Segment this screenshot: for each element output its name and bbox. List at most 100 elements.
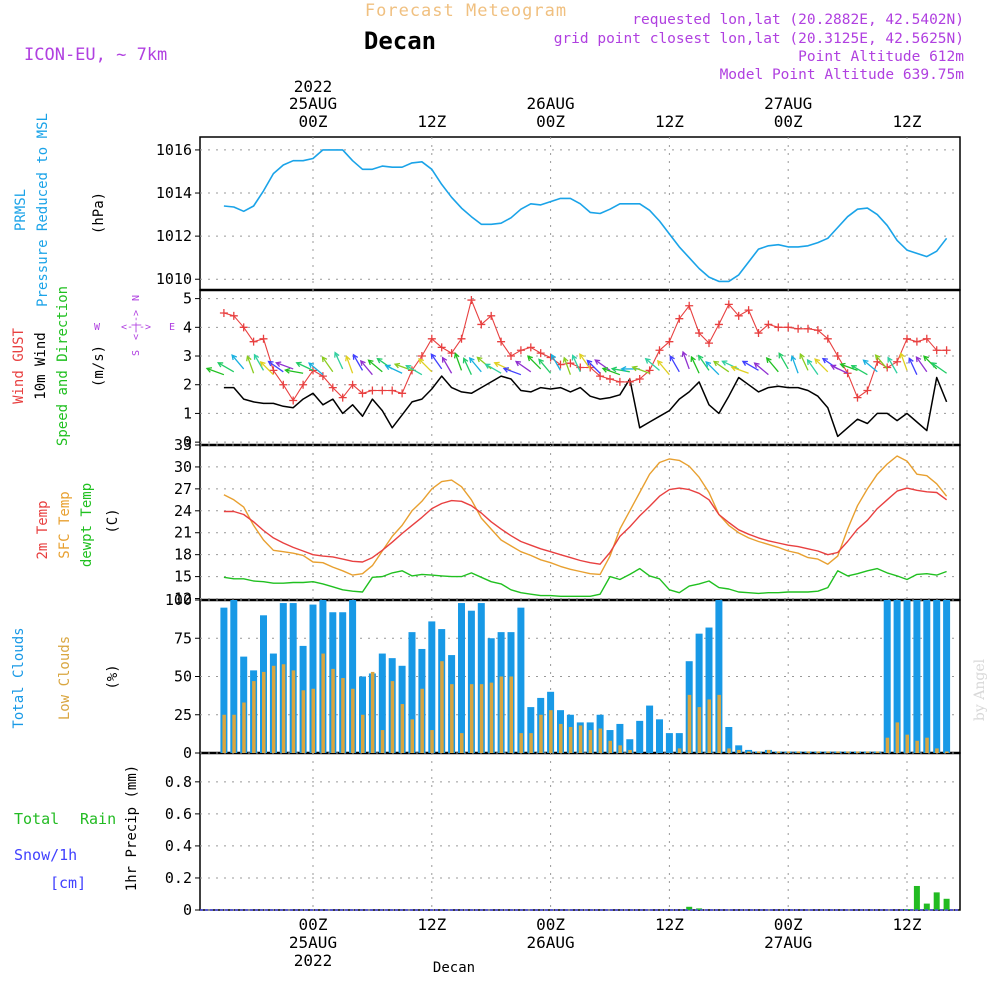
gust-line — [223, 299, 947, 402]
low-cloud-bar — [846, 751, 850, 753]
wind-arrow-head — [275, 361, 282, 367]
wind-arrow — [334, 352, 344, 370]
low-cloud-bar — [331, 668, 335, 753]
wind-arrow-head — [321, 355, 328, 363]
low-cloud-bar — [380, 730, 385, 753]
y-tick-label: 0.8 — [165, 773, 192, 791]
gust-point — [596, 372, 605, 381]
wind-arrow — [260, 361, 274, 376]
wind-arrow-head — [799, 352, 805, 360]
wind-arrow-head — [586, 359, 593, 366]
gust-point — [784, 323, 793, 332]
gust-point — [328, 383, 337, 392]
wind-label: 10m Wind — [33, 332, 49, 399]
y-tick-label: 25 — [174, 706, 192, 724]
wind-arrow — [908, 358, 918, 375]
gust-point — [873, 357, 882, 366]
wind-arrow — [682, 351, 690, 370]
low-cloud-bar — [747, 751, 751, 753]
low-cloud-bar — [608, 740, 612, 753]
wind-arrow — [731, 366, 749, 374]
y-tick-label: 0 — [183, 433, 192, 451]
wind-arrow — [485, 363, 502, 374]
y-tick-label: 75 — [174, 629, 192, 647]
low-cloud-bar — [469, 684, 474, 753]
chart-marks — [200, 150, 960, 911]
dewpoint-line — [223, 567, 947, 597]
wind-arrow — [405, 365, 423, 376]
wind-arrow-head — [656, 359, 663, 366]
total-cloud-bar — [903, 600, 911, 753]
y-tick-label: 0.6 — [165, 805, 192, 823]
wind-arrow-head — [453, 352, 460, 359]
wind-arrow — [875, 354, 888, 370]
time-label-year: 2022 — [294, 951, 333, 970]
gust-point — [249, 337, 258, 346]
wind-arrow — [550, 354, 562, 371]
wind-arrow — [296, 362, 314, 371]
gust-point — [507, 352, 515, 361]
total-cloud-bar — [675, 733, 683, 753]
wind-arrow-head — [345, 355, 351, 362]
compass-arrow: <-|-> — [131, 310, 142, 340]
wind-arrow — [321, 356, 334, 373]
y-tick-label: 5 — [183, 290, 192, 308]
gust-point — [338, 393, 347, 402]
wind-arrow-head — [862, 359, 869, 366]
time-label-hour: 12Z — [655, 915, 684, 934]
total-cloud-bar — [517, 607, 525, 753]
rain-bar — [913, 885, 920, 910]
wind-arrow — [563, 357, 572, 375]
sfc-temp-line — [223, 455, 948, 576]
wind-arrow-head — [376, 357, 383, 364]
wind-arrow-head — [246, 355, 252, 362]
gust-point — [893, 357, 902, 366]
time-label-hour: 00Z — [299, 112, 328, 131]
y-tick-label: 100 — [165, 591, 192, 609]
gust-point — [318, 372, 327, 381]
wind-arrow-head — [594, 359, 601, 365]
panel-frame — [199, 752, 961, 911]
total-cloud-bar — [665, 733, 673, 753]
y-tick-label: 30 — [174, 458, 192, 476]
compass-n: N — [131, 295, 142, 301]
wind-arrow-head — [308, 362, 315, 368]
wind-arrow-head — [334, 351, 340, 358]
gust-point — [903, 334, 911, 343]
low-cloud-bar — [242, 702, 246, 753]
wind-arrow — [722, 360, 739, 370]
temp-2m-line — [223, 487, 948, 565]
wind-arrow-head — [721, 360, 728, 366]
low-cloud-bar — [588, 730, 593, 753]
wind-arrow-head — [418, 358, 425, 365]
gust-point — [378, 386, 387, 395]
wind-arrow-head — [538, 358, 544, 365]
chart-title: Decan — [364, 27, 436, 55]
low-cloud-bar — [341, 678, 345, 753]
wind-dir-label: Speed and Direction — [55, 286, 71, 446]
y-tick-label: 12 — [174, 590, 192, 608]
y-tick-label: 1016 — [156, 141, 192, 159]
wind-arrow-head — [267, 360, 274, 367]
wind-arrow — [494, 362, 512, 371]
total-cloud-bar — [626, 739, 634, 753]
y-tick-label: 1 — [183, 404, 192, 422]
wind-arrow-head — [571, 354, 578, 361]
wind-arrow-head — [765, 356, 772, 364]
wind-arrow — [807, 359, 819, 376]
wind-arrow — [657, 360, 670, 376]
gust-point — [536, 349, 545, 358]
total-cloud-bar — [893, 600, 901, 753]
gridpoint-coords: grid point closest lon,lat (20.3125E, 42… — [554, 31, 964, 47]
gust-point — [279, 380, 288, 389]
y-tick-label: 1012 — [156, 227, 192, 245]
wind-arrow — [285, 369, 304, 374]
wind-arrow — [345, 356, 354, 374]
y-tick-label: 0 — [183, 901, 192, 919]
gust-point — [516, 346, 525, 355]
gust-point — [358, 389, 367, 398]
gust-point — [922, 334, 931, 343]
time-label-hour: 12Z — [655, 112, 684, 131]
low-cloud-bar — [786, 751, 791, 753]
wind-arrow-head — [502, 367, 510, 373]
